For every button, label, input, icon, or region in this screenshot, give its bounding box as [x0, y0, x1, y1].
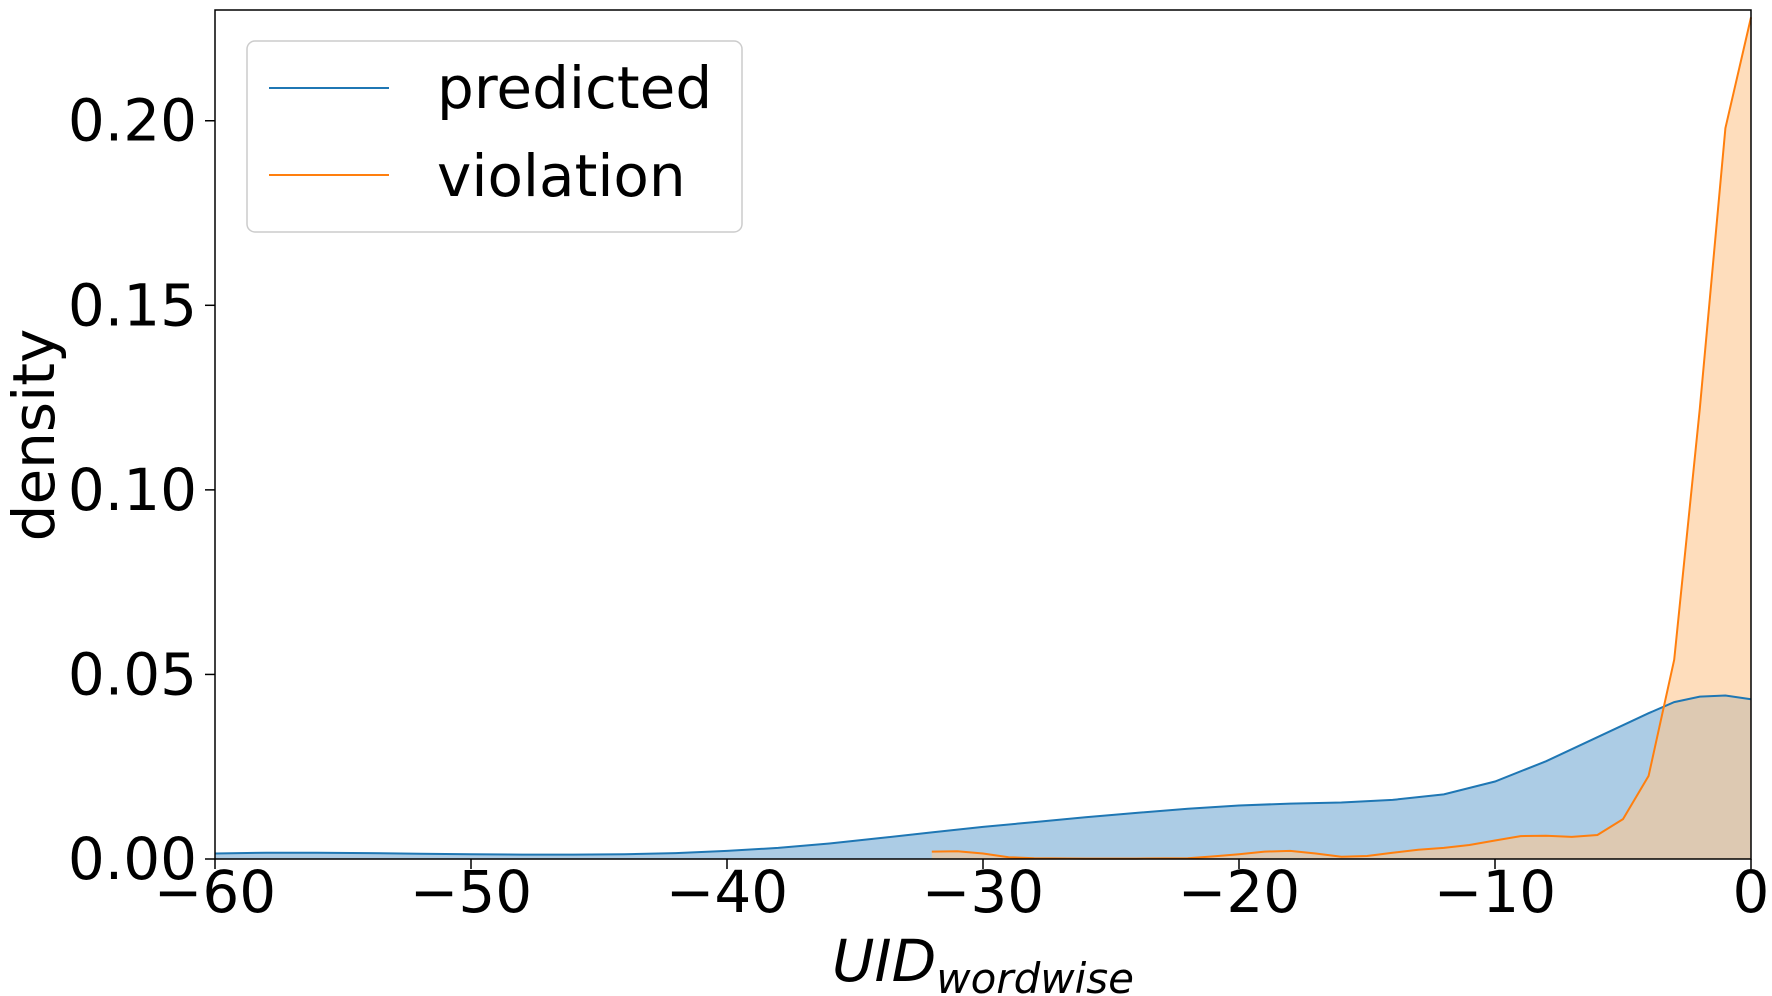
x-tick-label: −30 — [922, 858, 1044, 926]
y-tick-label: 0.20 — [68, 87, 197, 155]
x-tick-label: −60 — [154, 858, 276, 926]
x-tick-label: −40 — [666, 858, 788, 926]
x-axis-label: UIDwordwise — [832, 927, 1134, 996]
area-predicted — [215, 695, 1751, 859]
x-tick-label: −10 — [1434, 858, 1556, 926]
line-predicted — [214, 694, 1752, 856]
y-tick-label: 0.10 — [68, 456, 197, 524]
x-axis-ticks: −60 −50 −40 −30 −20 −10 0 — [154, 858, 1770, 926]
legend: predicted violation — [246, 40, 743, 233]
x-tick-label: −20 — [1178, 858, 1300, 926]
y-tick-label: 0.15 — [68, 271, 197, 339]
series-areas — [215, 17, 1751, 859]
legend-label-violation: violation — [437, 142, 686, 210]
x-axis-label-subscript: wordwise — [936, 954, 1134, 996]
x-tick-label: 0 — [1733, 858, 1770, 926]
y-tick-label: 0.05 — [68, 640, 197, 708]
y-axis-label: density — [0, 329, 68, 542]
x-tick-label: −50 — [410, 858, 532, 926]
legend-label-predicted: predicted — [437, 54, 712, 122]
y-axis-ticks: 0.00 0.05 0.10 0.15 0.20 — [68, 87, 215, 893]
area-violation — [931, 17, 1751, 859]
y-tick-label: 0.00 — [68, 825, 197, 893]
x-axis-label-main: UID — [832, 927, 936, 995]
